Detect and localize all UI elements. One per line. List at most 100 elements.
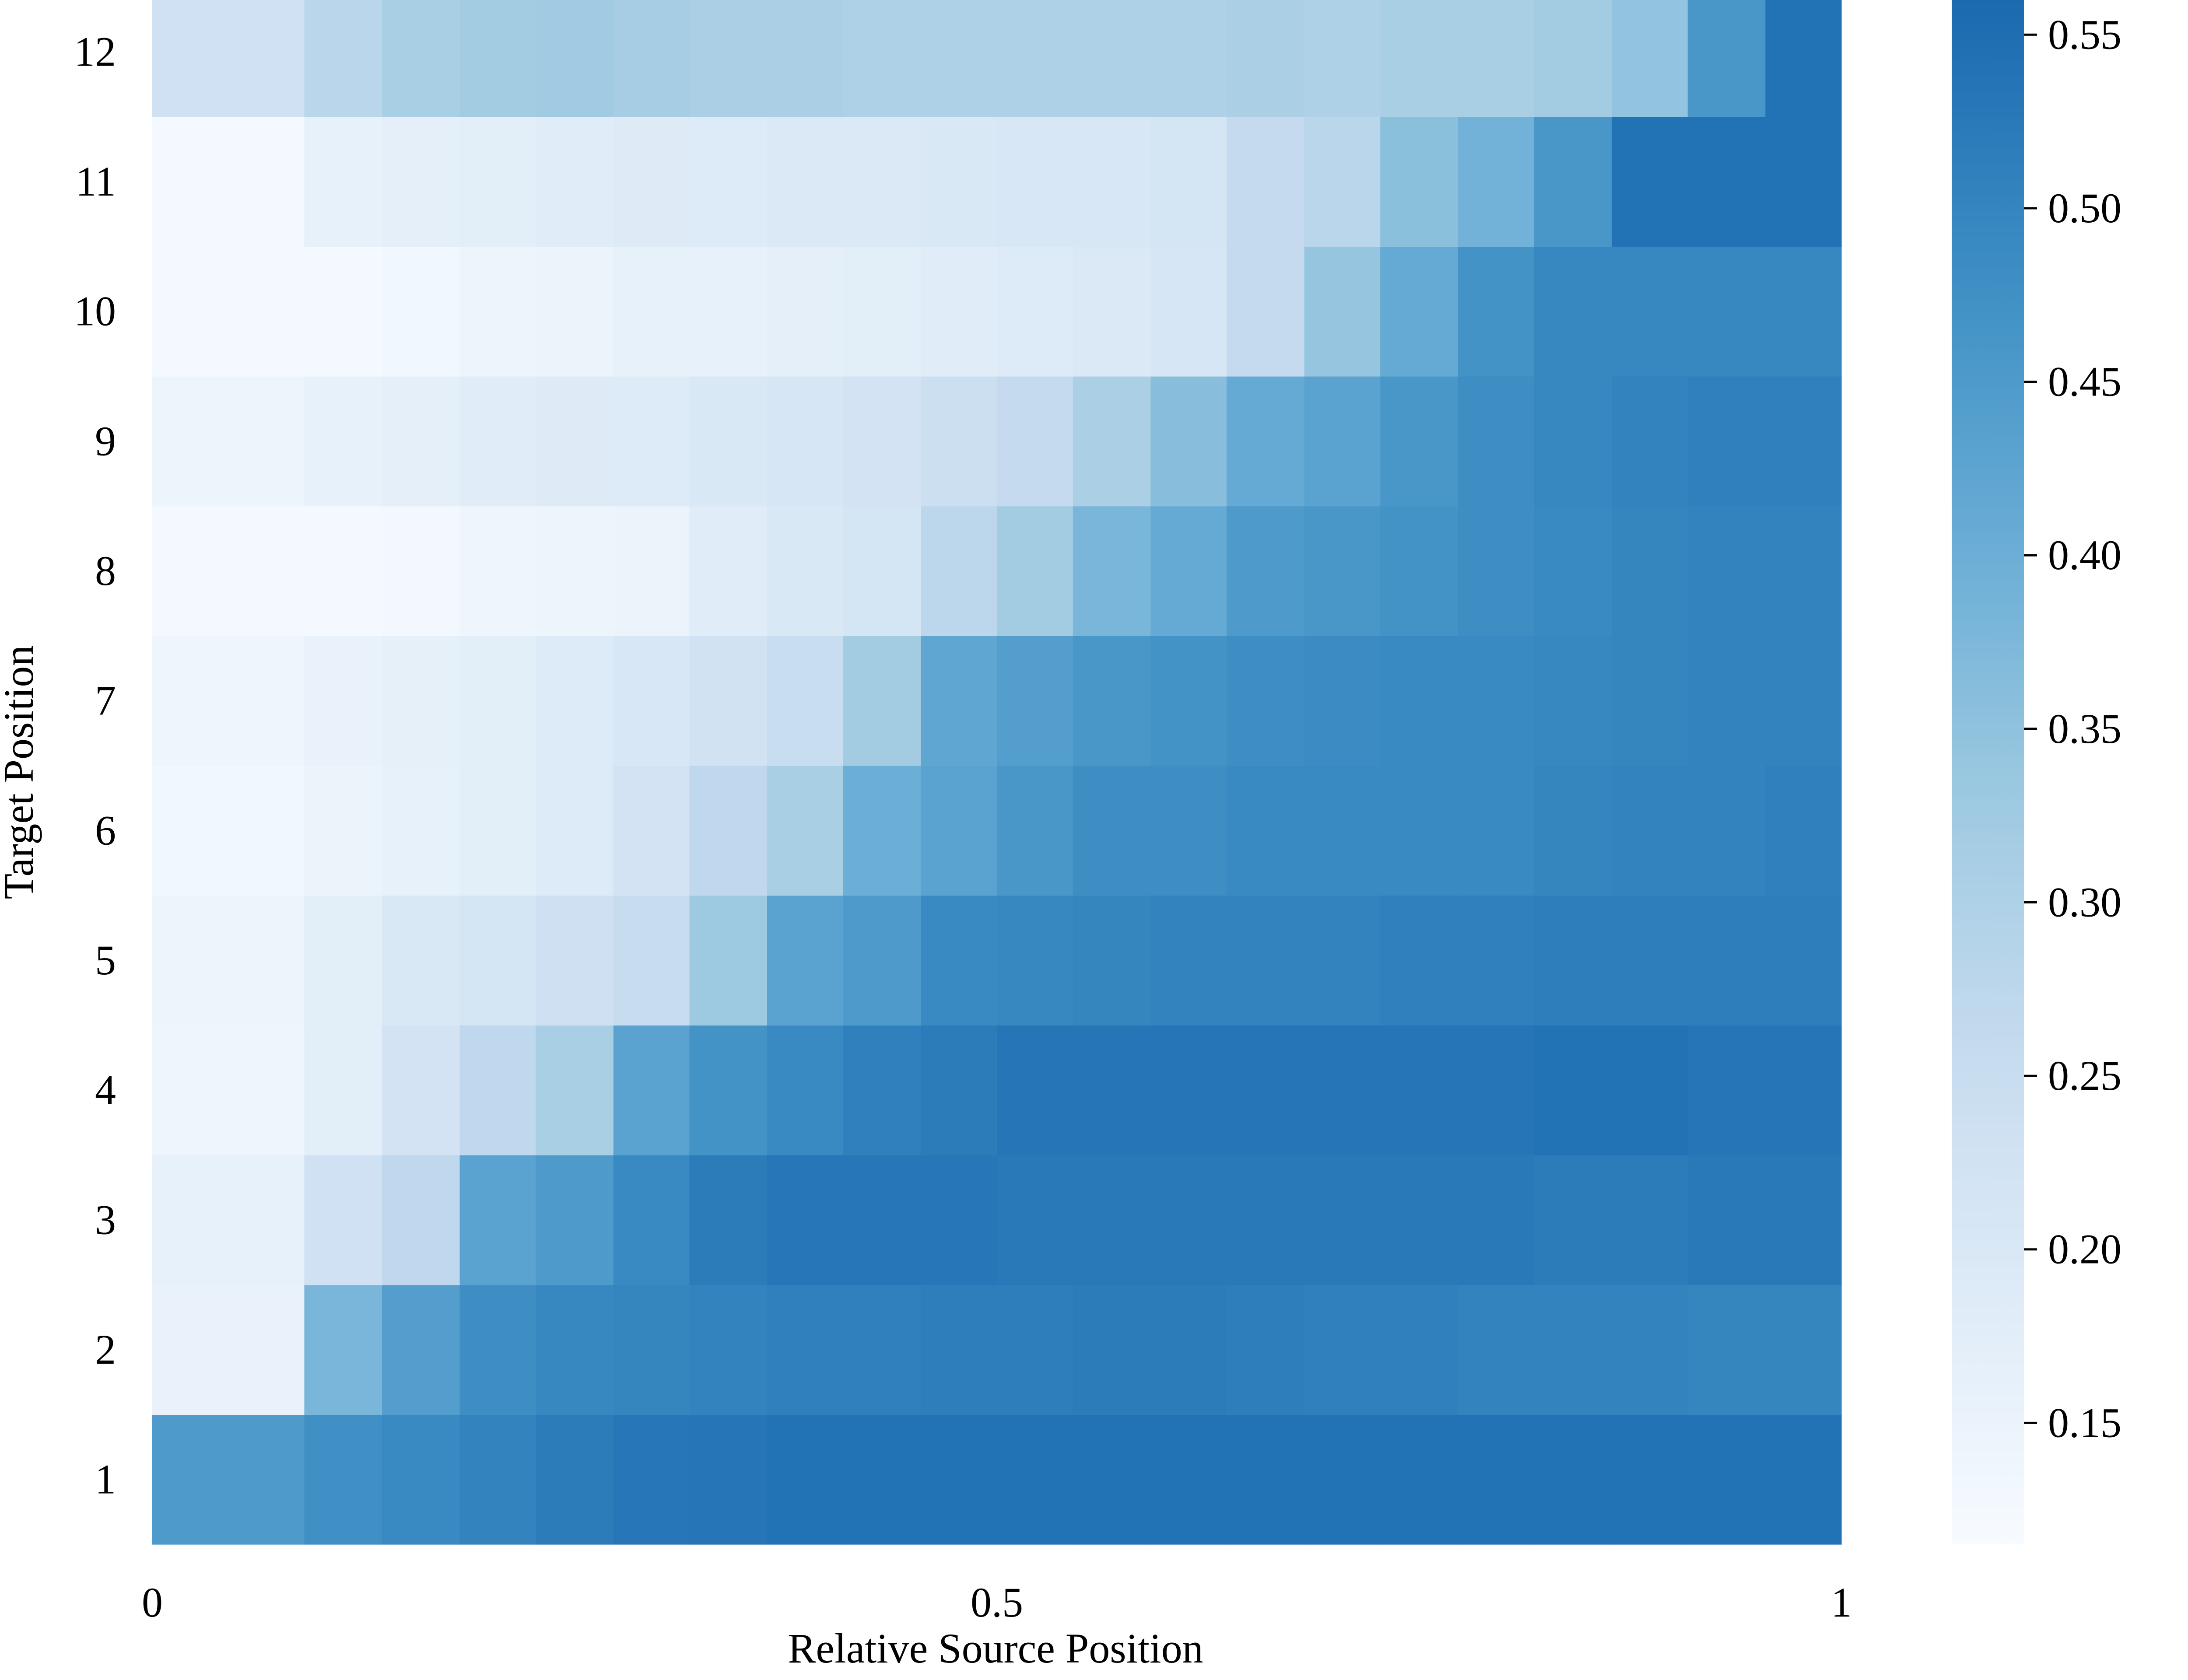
- heatmap-cell: [1534, 0, 1612, 117]
- heatmap-cell: [536, 1284, 614, 1415]
- y-tick-label: 4: [95, 1067, 116, 1113]
- heatmap-cell: [1227, 1155, 1305, 1285]
- heatmap-cell: [382, 1155, 460, 1285]
- heatmap-cell: [1687, 1155, 1766, 1285]
- heatmap-cell: [1458, 1155, 1535, 1285]
- heatmap-cell: [1150, 1284, 1227, 1415]
- heatmap-cell: [1380, 895, 1459, 1026]
- heatmap-cell: [1150, 1155, 1227, 1285]
- heatmap-cell: [304, 246, 382, 377]
- heatmap-cell: [921, 506, 997, 636]
- y-tick-label: 8: [95, 547, 116, 594]
- colorbar: [1952, 0, 2024, 1544]
- heatmap-cell: [536, 1155, 614, 1285]
- heatmap-cell: [1458, 506, 1535, 636]
- heatmap-cell: [1304, 895, 1381, 1026]
- heatmap-cell: [152, 376, 305, 507]
- heatmap-cell: [997, 1414, 1073, 1545]
- heatmap-cell: [459, 116, 536, 247]
- heatmap-cell: [1073, 0, 1151, 117]
- heatmap-cell: [1534, 1414, 1612, 1545]
- heatmap-cell: [459, 636, 536, 766]
- heatmap-cell: [536, 895, 614, 1026]
- heatmap-cell: [1534, 766, 1612, 896]
- heatmap-cell: [767, 636, 844, 766]
- heatmap-cell: [304, 0, 382, 117]
- heatmap-cell: [1073, 1155, 1151, 1285]
- heatmap-cell: [304, 636, 382, 766]
- heatmap-cell: [613, 1025, 690, 1155]
- heatmap-cell: [767, 0, 844, 117]
- heatmap-cell: [1304, 376, 1381, 507]
- heatmap-cell: [1612, 1284, 1688, 1415]
- heatmap-cell: [767, 1025, 844, 1155]
- heatmap-cell: [843, 636, 921, 766]
- heatmap-cell: [459, 766, 536, 896]
- heatmap-cell: [1534, 1025, 1612, 1155]
- heatmap-cell: [921, 895, 997, 1026]
- heatmap-cell: [1227, 246, 1305, 377]
- heatmap-cell: [689, 1155, 768, 1285]
- heatmap-cell: [1765, 1155, 1842, 1285]
- heatmap-cell: [1150, 1025, 1227, 1155]
- heatmap-cell: [1227, 116, 1305, 247]
- heatmap-cell: [997, 1155, 1073, 1285]
- y-tick-label: 5: [95, 937, 116, 984]
- heatmap-cell: [1765, 1284, 1842, 1415]
- heatmap-cell: [997, 636, 1073, 766]
- heatmap-cell: [536, 1025, 614, 1155]
- x-tick-label: 0.5: [971, 1579, 1023, 1626]
- heatmap-cell: [152, 0, 305, 117]
- heatmap-cell: [689, 766, 768, 896]
- heatmap-cell: [997, 1025, 1073, 1155]
- heatmap-cell: [1765, 506, 1842, 636]
- heatmap-cell: [304, 1025, 382, 1155]
- heatmap-cell: [1150, 766, 1227, 896]
- heatmap-cell: [152, 246, 305, 377]
- y-tick-label: 9: [95, 417, 116, 464]
- heatmap-cell: [1687, 1025, 1766, 1155]
- heatmap-cell: [1612, 376, 1688, 507]
- y-tick-label: 12: [74, 28, 116, 75]
- x-axis-label: Relative Source Position: [788, 1625, 1203, 1672]
- heatmap-cell: [1534, 895, 1612, 1026]
- heatmap-cell: [997, 506, 1073, 636]
- heatmap-cell: [1304, 1414, 1381, 1545]
- heatmap-cell: [1458, 376, 1535, 507]
- heatmap-cell: [536, 636, 614, 766]
- heatmap-cell: [1150, 116, 1227, 247]
- y-tick-label: 1: [95, 1456, 116, 1503]
- heatmap-cell: [1534, 376, 1612, 507]
- y-tick-label: 11: [76, 158, 116, 205]
- heatmap-cell: [536, 116, 614, 247]
- heatmap-cell: [1612, 246, 1688, 377]
- heatmap-cell: [1687, 246, 1766, 377]
- heatmap-cell: [459, 1414, 536, 1545]
- heatmap-cell: [1073, 766, 1151, 896]
- heatmap-cell: [613, 1414, 690, 1545]
- heatmap-cell: [304, 506, 382, 636]
- heatmap-cell: [304, 376, 382, 507]
- heatmap-cell: [921, 766, 997, 896]
- heatmap-cell: [689, 1025, 768, 1155]
- heatmap-cell: [459, 376, 536, 507]
- y-tick-label: 3: [95, 1196, 116, 1243]
- heatmap-cell: [843, 376, 921, 507]
- y-tick-label: 7: [95, 677, 116, 724]
- heatmap-cell: [1150, 636, 1227, 766]
- heatmap-cell: [1150, 246, 1227, 377]
- heatmap-cell: [1687, 116, 1766, 247]
- heatmap-cell: [1612, 506, 1688, 636]
- heatmap-cell: [1534, 506, 1612, 636]
- heatmap-cell: [1073, 895, 1151, 1026]
- heatmap-cell: [152, 1414, 305, 1545]
- heatmap-cell: [304, 766, 382, 896]
- heatmap-cell: [1304, 116, 1381, 247]
- heatmap-cell: [1612, 895, 1688, 1026]
- colorbar-tick-label: 0.55: [2048, 11, 2121, 58]
- heatmap-cell: [304, 1414, 382, 1545]
- heatmap-cell: [613, 1284, 690, 1415]
- heatmap-cell: [1380, 116, 1459, 247]
- heatmap-cell: [1687, 376, 1766, 507]
